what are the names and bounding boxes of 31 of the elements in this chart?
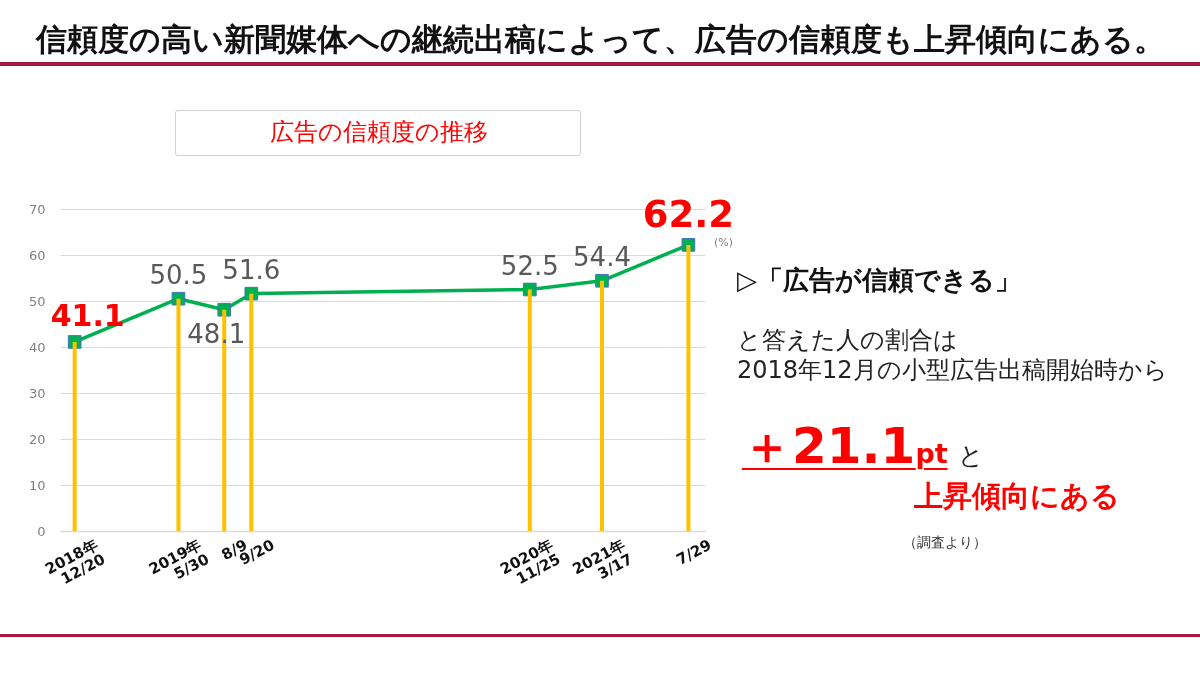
x-tick-label: 7/29 [673,535,715,569]
data-label: 52.5 [500,250,559,281]
chart-title: 信頼度の高い新聞媒体への継続出稿によって、広告の信頼度も上昇傾向にある。 [34,21,1166,57]
y-tick-label: 70 [28,201,46,217]
data-label: 51.6 [222,254,281,285]
data-label: 50.5 [149,259,208,290]
bar [249,293,254,531]
text: ＋21.1pt [742,417,948,475]
bar [176,298,181,531]
text: （調査より） [902,534,988,550]
data-label: 62.2 [642,192,735,236]
bar [527,289,532,531]
y-tick-label: 0 [37,523,46,539]
y-tick-label: 30 [28,385,46,401]
y-tick-label: 10 [28,477,46,493]
text: 2018年12月の小型広告出稿開始時から [737,356,1168,384]
y-tick-label: 60 [28,247,46,263]
bar [600,280,605,531]
text: と [958,441,984,470]
chart-subtitle: 広告の信頼度の推移 [269,118,489,146]
y-tick-label: 20 [28,431,46,447]
bar [686,244,691,531]
text: 上昇傾向にある [914,479,1120,513]
y-axis-title: (%) [713,235,734,249]
data-label: 41.1 [50,297,125,333]
data-label: 54.4 [573,241,631,272]
y-tick-label: 50 [28,293,46,309]
y-tick-label: 40 [28,339,46,355]
bar [72,341,77,531]
text: ▷「広告が信頼できる」 [737,265,1021,295]
text: と答えた人の割合は [737,326,958,354]
